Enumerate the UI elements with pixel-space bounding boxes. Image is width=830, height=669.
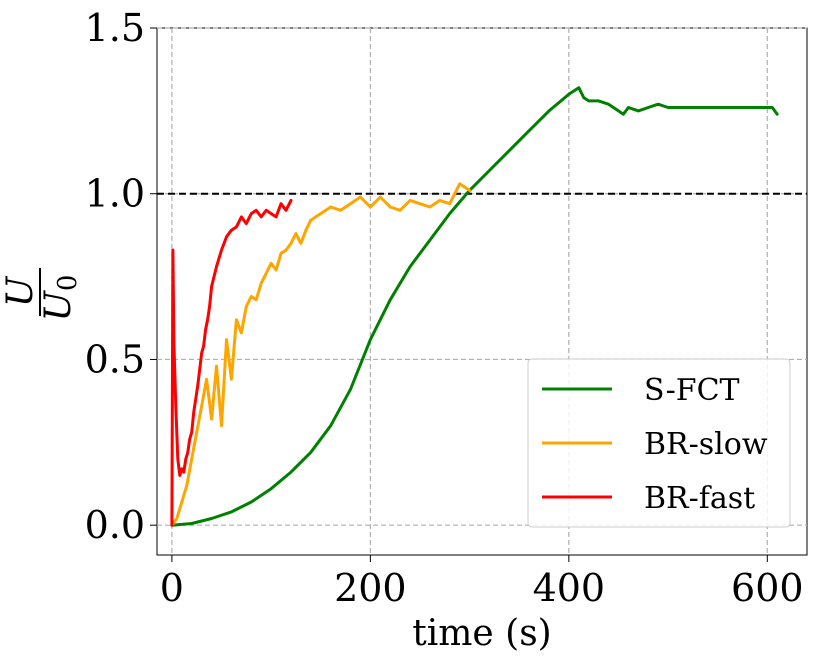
y-axis-label-denominator-base: U	[38, 289, 79, 321]
legend-items: S-FCT BR-slow BR-fast	[542, 373, 768, 516]
x-axis-ticks: 0 200 400 600	[160, 555, 804, 610]
series-line-s-fct	[170, 86, 779, 527]
y-axis-label-numerator: U	[0, 275, 41, 307]
legend-label-br-fast: BR-fast	[644, 481, 755, 516]
legend-label-br-slow: BR-slow	[644, 427, 768, 462]
x-tick-label: 0	[160, 566, 184, 610]
y-tick-label: 1.0	[85, 172, 145, 216]
x-tick-label: 400	[533, 566, 606, 610]
y-tick-label: 0.0	[85, 503, 145, 547]
x-tick-label: 200	[334, 566, 407, 610]
y-tick-label: 0.5	[85, 337, 145, 381]
legend: S-FCT BR-slow BR-fast	[527, 358, 791, 528]
x-axis-label: time (s)	[412, 613, 551, 654]
y-axis-label-denominator-sub: 0	[53, 275, 83, 292]
series-line-br-slow	[170, 182, 472, 527]
x-tick-label: 600	[731, 566, 804, 610]
y-tick-label: 1.5	[85, 6, 145, 50]
series-line-br-fast	[170, 198, 293, 527]
y-axis-ticks: 0.0 0.5 1.0 1.5	[85, 6, 157, 547]
legend-box	[527, 358, 791, 528]
legend-label-s-fct: S-FCT	[644, 373, 740, 408]
y-axis-label-denominator: U0	[38, 275, 83, 322]
y-axis-label: U U0	[0, 268, 83, 321]
series-group	[170, 86, 779, 527]
